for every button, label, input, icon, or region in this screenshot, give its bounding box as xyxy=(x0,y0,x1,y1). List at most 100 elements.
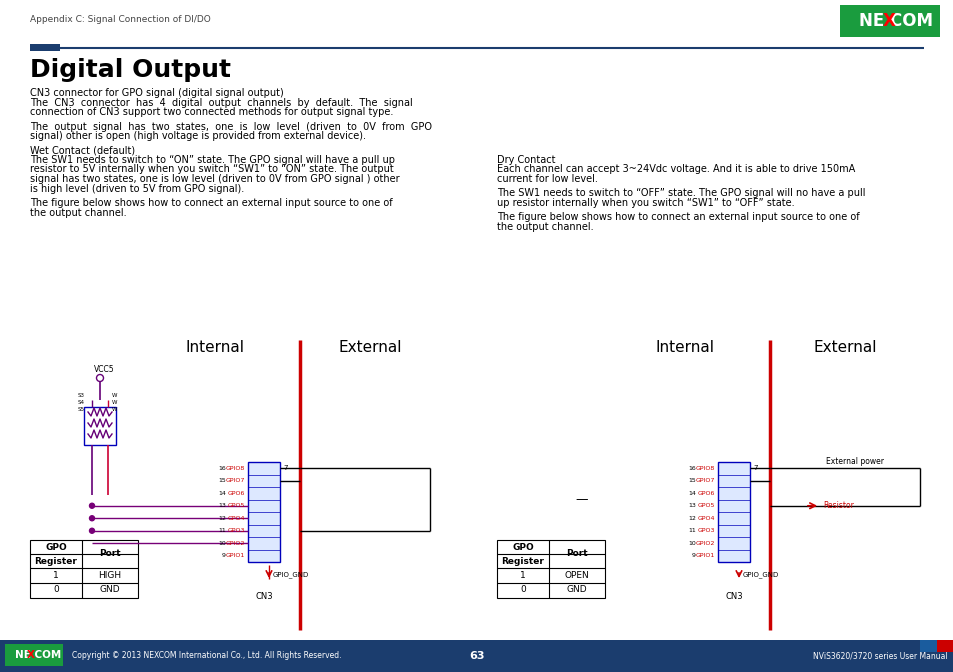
Text: NE COM: NE COM xyxy=(15,650,61,660)
Bar xyxy=(30,540,138,598)
Text: The figure below shows how to connect an external input source to one of: The figure below shows how to connect an… xyxy=(497,212,859,222)
Text: The figure below shows how to connect an external input source to one of: The figure below shows how to connect an… xyxy=(30,198,393,208)
Text: Dry Contact: Dry Contact xyxy=(497,155,555,165)
Text: 16: 16 xyxy=(218,466,226,471)
Text: GPO3: GPO3 xyxy=(697,528,714,534)
Circle shape xyxy=(90,541,94,546)
Text: Resistor: Resistor xyxy=(822,501,853,510)
Text: External: External xyxy=(812,340,876,355)
Bar xyxy=(30,44,60,51)
Text: Register: Register xyxy=(501,556,544,566)
Text: the output channel.: the output channel. xyxy=(497,222,593,232)
Text: GPIO1: GPIO1 xyxy=(695,553,714,558)
Text: S3: S3 xyxy=(78,393,85,398)
Text: 0: 0 xyxy=(519,585,525,595)
Text: CN3: CN3 xyxy=(254,592,273,601)
Circle shape xyxy=(90,503,94,508)
Text: 10: 10 xyxy=(218,541,226,546)
Text: 15: 15 xyxy=(218,478,226,483)
Text: 0: 0 xyxy=(53,585,59,595)
Text: 13: 13 xyxy=(218,503,226,508)
Text: 1: 1 xyxy=(519,571,525,579)
Bar xyxy=(248,462,280,562)
Text: The SW1 needs to switch to “OFF” state. The GPO signal will no have a pull: The SW1 needs to switch to “OFF” state. … xyxy=(497,189,864,198)
Text: GPIO2: GPIO2 xyxy=(695,541,714,546)
Text: GPIO_GND: GPIO_GND xyxy=(742,572,779,579)
Text: the output channel.: the output channel. xyxy=(30,208,127,218)
Text: 11: 11 xyxy=(218,528,226,534)
Bar xyxy=(0,640,953,672)
Text: The  CN3  connector  has  4  digital  output  channels  by  default.  The  signa: The CN3 connector has 4 digital output c… xyxy=(30,97,413,108)
Text: signal has two states, one is low level (driven to 0V from GPO signal ) other: signal has two states, one is low level … xyxy=(30,174,399,184)
Text: Internal: Internal xyxy=(185,340,244,355)
Text: 13: 13 xyxy=(687,503,696,508)
Text: GPO5: GPO5 xyxy=(228,503,245,508)
Bar xyxy=(936,640,953,652)
Text: 16: 16 xyxy=(687,466,696,471)
Circle shape xyxy=(90,528,94,534)
Text: is high level (driven to 5V from GPO signal).: is high level (driven to 5V from GPO sig… xyxy=(30,183,244,194)
Text: Copyright © 2013 NEXCOM International Co., Ltd. All Rights Reserved.: Copyright © 2013 NEXCOM International Co… xyxy=(71,651,341,661)
Text: 15: 15 xyxy=(687,478,696,483)
Bar xyxy=(919,640,936,652)
Text: OPEN: OPEN xyxy=(564,571,589,579)
Text: Appendix C: Signal Connection of DI/DO: Appendix C: Signal Connection of DI/DO xyxy=(30,15,211,24)
Text: The SW1 needs to switch to “ON” state. The GPO signal will have a pull up: The SW1 needs to switch to “ON” state. T… xyxy=(30,155,395,165)
Text: GPIO2: GPIO2 xyxy=(226,541,245,546)
Text: External: External xyxy=(338,340,401,355)
Text: signal) other is open (high voltage is provided from external device).: signal) other is open (high voltage is p… xyxy=(30,131,366,141)
Text: CN3: CN3 xyxy=(724,592,742,601)
Bar xyxy=(718,462,749,562)
Text: GPIO_GND: GPIO_GND xyxy=(273,572,309,579)
Text: GPO6: GPO6 xyxy=(228,491,245,496)
Text: CN3 connector for GPO signal (digital signal output): CN3 connector for GPO signal (digital si… xyxy=(30,88,283,98)
Circle shape xyxy=(90,515,94,521)
Bar xyxy=(840,5,939,37)
Text: 7: 7 xyxy=(752,465,757,471)
Text: 12: 12 xyxy=(218,515,226,521)
Text: S4: S4 xyxy=(78,400,85,405)
Text: GPIO8: GPIO8 xyxy=(695,466,714,471)
Text: GPIO8: GPIO8 xyxy=(226,466,245,471)
Text: GPO: GPO xyxy=(512,542,534,552)
Text: GPO5: GPO5 xyxy=(697,503,714,508)
Text: GPIO7: GPIO7 xyxy=(226,478,245,483)
Text: GPO6: GPO6 xyxy=(697,491,714,496)
Text: GPIO1: GPIO1 xyxy=(226,553,245,558)
Text: GPIO7: GPIO7 xyxy=(695,478,714,483)
Text: VCC5: VCC5 xyxy=(94,365,114,374)
Text: X: X xyxy=(27,650,35,660)
Text: W: W xyxy=(112,393,117,398)
Text: Port: Port xyxy=(565,550,587,558)
Text: Wet Contact (default): Wet Contact (default) xyxy=(30,146,135,155)
Text: NE COM: NE COM xyxy=(858,12,932,30)
Text: Register: Register xyxy=(34,556,77,566)
Text: resistor to 5V internally when you switch “SW1” to “ON” state. The output: resistor to 5V internally when you switc… xyxy=(30,165,394,175)
Text: —: — xyxy=(576,493,588,506)
Text: The  output  signal  has  two  states,  one  is  low  level  (driven  to  0V  fr: The output signal has two states, one is… xyxy=(30,122,432,132)
Text: S5: S5 xyxy=(78,407,85,412)
Text: HIGH: HIGH xyxy=(98,571,121,579)
Text: 7: 7 xyxy=(283,465,287,471)
Text: 9: 9 xyxy=(222,553,226,558)
Text: GPO3: GPO3 xyxy=(227,528,245,534)
Text: 12: 12 xyxy=(687,515,696,521)
Text: 11: 11 xyxy=(687,528,696,534)
Text: External power: External power xyxy=(825,457,883,466)
Text: W: W xyxy=(112,407,117,412)
Text: current for low level.: current for low level. xyxy=(497,174,598,184)
Text: GPO4: GPO4 xyxy=(697,515,714,521)
Text: GPO4: GPO4 xyxy=(227,515,245,521)
Text: NViS3620/3720 series User Manual: NViS3620/3720 series User Manual xyxy=(813,651,947,661)
Text: GPO: GPO xyxy=(45,542,67,552)
Text: Each channel can accept 3~24Vdc voltage. And it is able to drive 150mA: Each channel can accept 3~24Vdc voltage.… xyxy=(497,165,854,175)
Text: GND: GND xyxy=(99,585,120,595)
Text: W: W xyxy=(112,400,117,405)
Text: Digital Output: Digital Output xyxy=(30,58,231,82)
Bar xyxy=(5,644,63,666)
Text: Port: Port xyxy=(99,550,121,558)
Text: 9: 9 xyxy=(691,553,696,558)
Text: X: X xyxy=(882,12,895,30)
Bar xyxy=(497,540,604,598)
Text: connection of CN3 support two connected methods for output signal type.: connection of CN3 support two connected … xyxy=(30,107,393,117)
